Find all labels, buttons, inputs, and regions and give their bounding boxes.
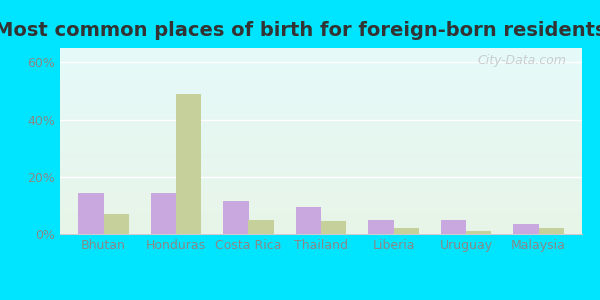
Bar bbox=[104, 214, 129, 234]
Bar bbox=[296, 207, 321, 234]
Bar bbox=[248, 220, 274, 234]
Bar bbox=[539, 228, 564, 234]
Bar bbox=[151, 193, 176, 234]
Bar bbox=[394, 228, 419, 234]
Bar bbox=[368, 220, 394, 234]
Bar bbox=[321, 221, 346, 234]
Bar bbox=[440, 220, 466, 234]
Bar bbox=[78, 193, 104, 234]
Text: Most common places of birth for foreign-born residents: Most common places of birth for foreign-… bbox=[0, 21, 600, 40]
Bar bbox=[223, 201, 248, 234]
Bar bbox=[513, 224, 539, 234]
Bar bbox=[466, 231, 491, 234]
Bar bbox=[176, 94, 202, 234]
Text: City-Data.com: City-Data.com bbox=[478, 54, 566, 67]
